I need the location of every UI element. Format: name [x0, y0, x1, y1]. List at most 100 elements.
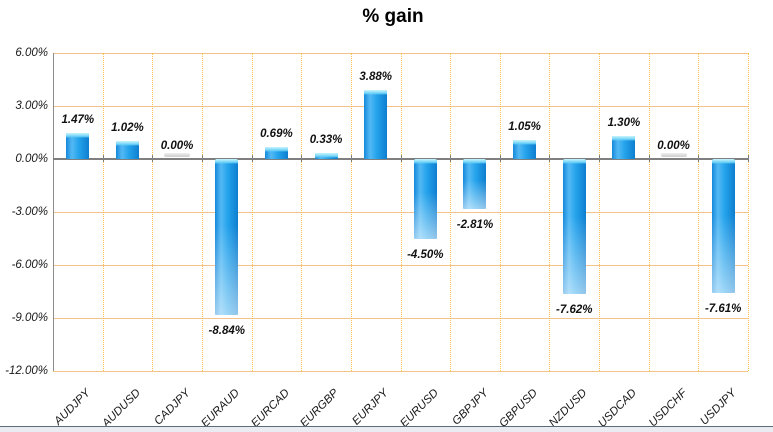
category-axis-tick: [102, 155, 104, 162]
v-gridline: [301, 53, 303, 371]
bar-bottom-fade: [711, 215, 735, 294]
category-axis-tick: [450, 155, 452, 162]
v-gridline: [102, 53, 104, 371]
data-label: -7.62%: [556, 303, 593, 316]
bar-bottom-fade: [463, 179, 487, 209]
data-label: 0.00%: [160, 140, 194, 152]
category-axis-tick: [301, 155, 303, 162]
chart-title: % gain: [362, 6, 424, 27]
bar-cap-highlight: [215, 159, 239, 164]
bar-cap-highlight: [612, 136, 636, 142]
v-gridline: [350, 53, 352, 371]
bar-cap-highlight: [562, 159, 586, 164]
bar-bottom-fade: [413, 192, 437, 239]
x-tick-label: GBPUSD: [497, 387, 541, 430]
data-label: 0.00%: [657, 140, 690, 152]
data-label: 1.02%: [111, 121, 144, 134]
bar: [612, 136, 636, 159]
x-tick-label: CADJPY: [152, 387, 193, 428]
v-gridline: [450, 53, 452, 371]
v-gridline: [549, 53, 551, 371]
bar: [264, 146, 288, 159]
zero-bar-dash: [660, 153, 687, 157]
category-axis-tick: [599, 155, 601, 162]
bar-cap-highlight: [463, 159, 487, 164]
data-label: -7.61%: [704, 303, 742, 316]
v-gridline: [698, 53, 700, 371]
x-tick-label: NZDUSD: [547, 387, 590, 430]
data-label: -2.81%: [456, 218, 494, 231]
bar-cap-highlight: [264, 146, 288, 152]
category-axis-tick: [400, 155, 402, 162]
v-gridline: [748, 53, 749, 371]
data-label: 3.88%: [359, 71, 392, 84]
category-axis-tick: [698, 155, 700, 162]
v-gridline: [152, 53, 154, 371]
x-tick-label: AUDUSD: [100, 387, 143, 430]
x-tick-label: USDJPY: [698, 387, 739, 428]
data-label: 1.05%: [508, 121, 541, 134]
bar: [413, 159, 437, 239]
v-gridline: [251, 53, 253, 371]
data-label: -8.84%: [208, 325, 245, 338]
x-tick-label: AUDJPY: [52, 387, 94, 428]
data-label: 1.30%: [607, 117, 641, 130]
bar-cap-highlight: [364, 90, 388, 96]
category-axis-tick: [152, 155, 154, 162]
bar: [463, 159, 487, 209]
v-gridline: [648, 53, 650, 371]
v-gridline: [400, 53, 402, 371]
bar-bottom-fade: [215, 224, 239, 316]
x-tick-label: EURJPY: [350, 387, 392, 428]
y-axis-line: [53, 53, 54, 371]
v-gridline: [599, 53, 601, 371]
bar: [513, 140, 537, 159]
window-bottom-edge: [0, 426, 773, 427]
x-tick-label: GBPJPY: [449, 387, 491, 428]
category-axis-tick: [549, 155, 551, 162]
zero-bar-dash: [164, 153, 191, 157]
x-tick-label: EURGBP: [298, 387, 342, 430]
bar-cap-highlight: [314, 153, 338, 159]
category-axis-tick: [251, 155, 253, 162]
y-tick-label: 0.00%: [15, 153, 48, 165]
y-tick-label: -12.00%: [5, 365, 48, 377]
x-tick-label: USDCHF: [646, 387, 690, 430]
data-label: 1.47%: [61, 114, 95, 127]
bar-cap-highlight: [711, 159, 735, 164]
x-tick-label: USDCAD: [596, 387, 640, 430]
category-axis-tick: [499, 155, 501, 162]
y-tick-label: -6.00%: [11, 259, 48, 271]
y-tick-label: 3.00%: [15, 100, 48, 112]
h-gridline: [53, 371, 748, 372]
x-tick-label: EURAUD: [199, 387, 243, 430]
data-label: -4.50%: [407, 248, 444, 261]
bar-bottom-fade: [562, 215, 586, 294]
bar-cap-highlight: [513, 140, 537, 146]
bar: [711, 159, 735, 294]
x-tick-label: EURUSD: [397, 387, 441, 430]
bar: [562, 159, 586, 294]
data-label: 0.33%: [309, 134, 343, 147]
bar-cap-highlight: [115, 140, 139, 146]
category-axis-tick: [748, 155, 749, 162]
data-label: 0.69%: [260, 127, 293, 140]
y-tick-label: -3.00%: [11, 206, 48, 218]
bar: [364, 90, 388, 159]
window-bottom-fill: [0, 427, 773, 432]
bar: [115, 140, 139, 159]
bar: [314, 153, 338, 159]
y-tick-label: 6.00%: [15, 47, 48, 59]
category-axis-tick: [648, 155, 650, 162]
bar-cap-highlight: [413, 159, 437, 164]
x-tick-label: EURCAD: [249, 387, 292, 430]
v-gridline: [201, 53, 203, 371]
v-gridline: [499, 53, 501, 371]
category-axis-tick: [201, 155, 203, 162]
category-axis-tick: [350, 155, 352, 162]
bar: [215, 159, 239, 316]
y-tick-label: -9.00%: [11, 312, 48, 324]
bar: [66, 133, 90, 159]
bar-cap-highlight: [66, 133, 90, 139]
